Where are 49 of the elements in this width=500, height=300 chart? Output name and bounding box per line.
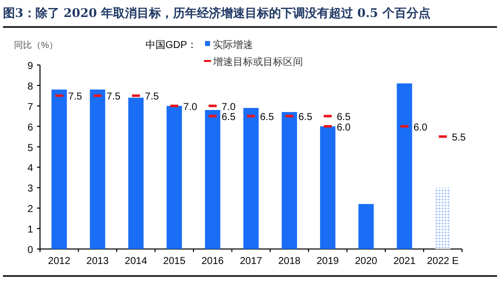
bar <box>243 108 259 249</box>
data-label: 7.0 <box>183 102 198 113</box>
data-label: 6.5 <box>260 112 274 124</box>
data-label: 6.5 <box>222 112 236 124</box>
y-tick-label: 1 <box>27 224 34 236</box>
bar <box>396 83 412 249</box>
x-tick-label: 2018 <box>278 256 301 267</box>
bar <box>320 126 336 249</box>
y-tick-label: 4 <box>27 163 34 174</box>
bar <box>52 90 67 249</box>
data-label: 6.5 <box>336 112 352 124</box>
data-label: 6.0 <box>336 122 352 134</box>
data-label: 7.5 <box>144 92 160 103</box>
legend-title: 中国GDP： <box>145 39 197 51</box>
legend-label: 实际增速 <box>213 39 253 51</box>
x-tick-label: 2020 <box>354 256 378 267</box>
data-label: 6.5 <box>298 112 313 124</box>
title: 图3：除了 2020 年取消目标，历年经济增速目标的下调没有超过 0.5 个百分点 <box>3 6 430 20</box>
x-tick-label: 2014 <box>124 256 148 267</box>
x-tick-label: 2022 E <box>426 256 459 267</box>
data-label: 5.5 <box>452 132 466 144</box>
bar <box>204 110 220 249</box>
x-tick-label: 2015 <box>163 256 186 267</box>
bar <box>435 188 450 249</box>
x-tick-label: 2019 <box>316 256 340 267</box>
data-label: 7.0 <box>222 102 236 113</box>
bar <box>90 90 106 249</box>
data-label: 7.5 <box>68 92 83 103</box>
y-tick-label: 5 <box>27 142 34 154</box>
y-tick-label: 7 <box>27 102 34 113</box>
y-tick-label: 0 <box>27 245 34 256</box>
x-tick-label: 2017 <box>240 256 263 267</box>
y-tick-label: 3 <box>27 184 34 195</box>
bar <box>166 106 182 249</box>
y-tick-label: 2 <box>27 204 34 216</box>
bar <box>358 204 374 249</box>
bar <box>282 112 298 249</box>
data-label: 6.0 <box>413 122 428 134</box>
ylabel: 同比（%） <box>14 40 58 50</box>
x-tick-label: 2013 <box>86 256 110 267</box>
legend-label: 增速目标或目标区间 <box>212 56 303 68</box>
y-tick-label: 8 <box>27 81 34 92</box>
x-tick-label: 2016 <box>202 256 224 267</box>
y-tick-label: 9 <box>27 61 34 72</box>
bar <box>128 98 144 249</box>
data-label: 7.5 <box>106 92 121 103</box>
y-tick-label: 6 <box>27 122 34 134</box>
x-tick-label: 2012 <box>48 256 71 267</box>
x-tick-label: 2021 <box>393 256 416 267</box>
